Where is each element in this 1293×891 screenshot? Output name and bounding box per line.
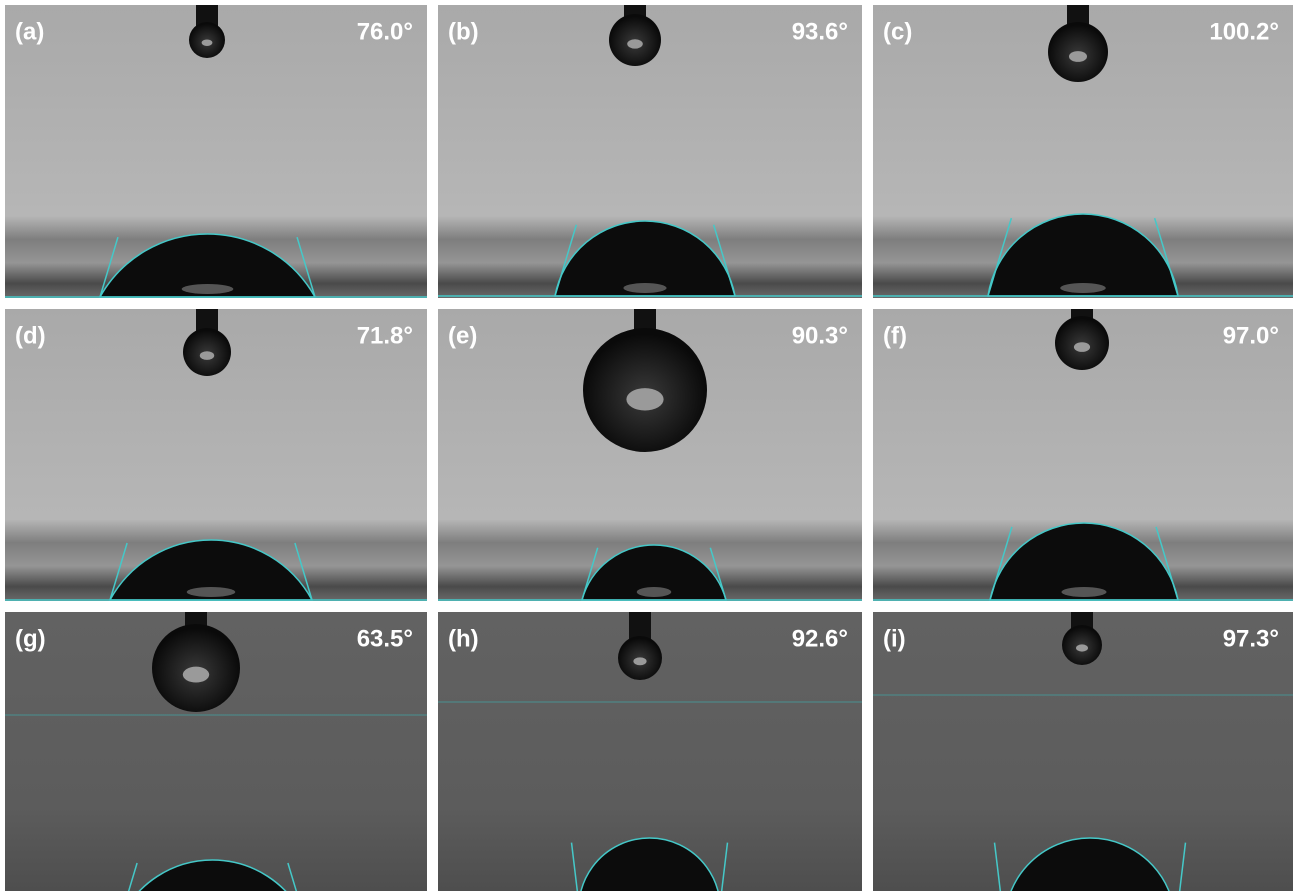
- sessile-reflection: [1060, 283, 1106, 293]
- panel-label: (f): [883, 322, 907, 349]
- contact-angle: 71.8°: [357, 322, 413, 349]
- figure: (a) 76.0° (b) 93.6° (c) 100.2° (d) 71.8° (e) 90.3…: [0, 0, 1293, 891]
- panel: [5, 612, 427, 891]
- contact-angle: 90.3°: [792, 322, 848, 349]
- drop-highlight: [627, 39, 643, 48]
- panel-label: (a): [15, 18, 44, 45]
- panel: [873, 612, 1293, 891]
- panel-label: (d): [15, 322, 46, 349]
- panel: [5, 309, 427, 601]
- panel-label: (i): [883, 625, 906, 652]
- drop-highlight: [202, 39, 213, 45]
- panel: [438, 309, 862, 601]
- sessile-reflection: [182, 284, 234, 294]
- contact-angle: 63.5°: [357, 625, 413, 652]
- drop-highlight: [1069, 51, 1087, 62]
- contact-angle: 92.6°: [792, 625, 848, 652]
- panel-label: (e): [448, 322, 477, 349]
- contact-angle: 97.3°: [1223, 625, 1279, 652]
- drop-highlight: [183, 667, 209, 683]
- sessile-reflection: [637, 587, 672, 597]
- sessile-reflection: [1061, 587, 1106, 597]
- panel: [873, 309, 1293, 601]
- sessile-reflection: [623, 283, 666, 293]
- drop-highlight: [200, 351, 214, 360]
- panel: [5, 5, 427, 298]
- contact-angle: 76.0°: [357, 18, 413, 45]
- contact-angle: 100.2°: [1209, 18, 1279, 45]
- contact-angle: 97.0°: [1223, 322, 1279, 349]
- panel-label: (b): [448, 18, 479, 45]
- drop-highlight: [626, 388, 663, 410]
- panel: [873, 5, 1293, 298]
- panel-label: (c): [883, 18, 912, 45]
- drop-highlight: [1076, 644, 1088, 651]
- panel-label: (g): [15, 625, 46, 652]
- contact-angle: 93.6°: [792, 18, 848, 45]
- panel-label: (h): [448, 625, 479, 652]
- sessile-reflection: [187, 587, 235, 597]
- drop-highlight: [633, 657, 646, 665]
- panel: [438, 612, 862, 891]
- drop-highlight: [1074, 342, 1090, 352]
- panel: [438, 5, 862, 298]
